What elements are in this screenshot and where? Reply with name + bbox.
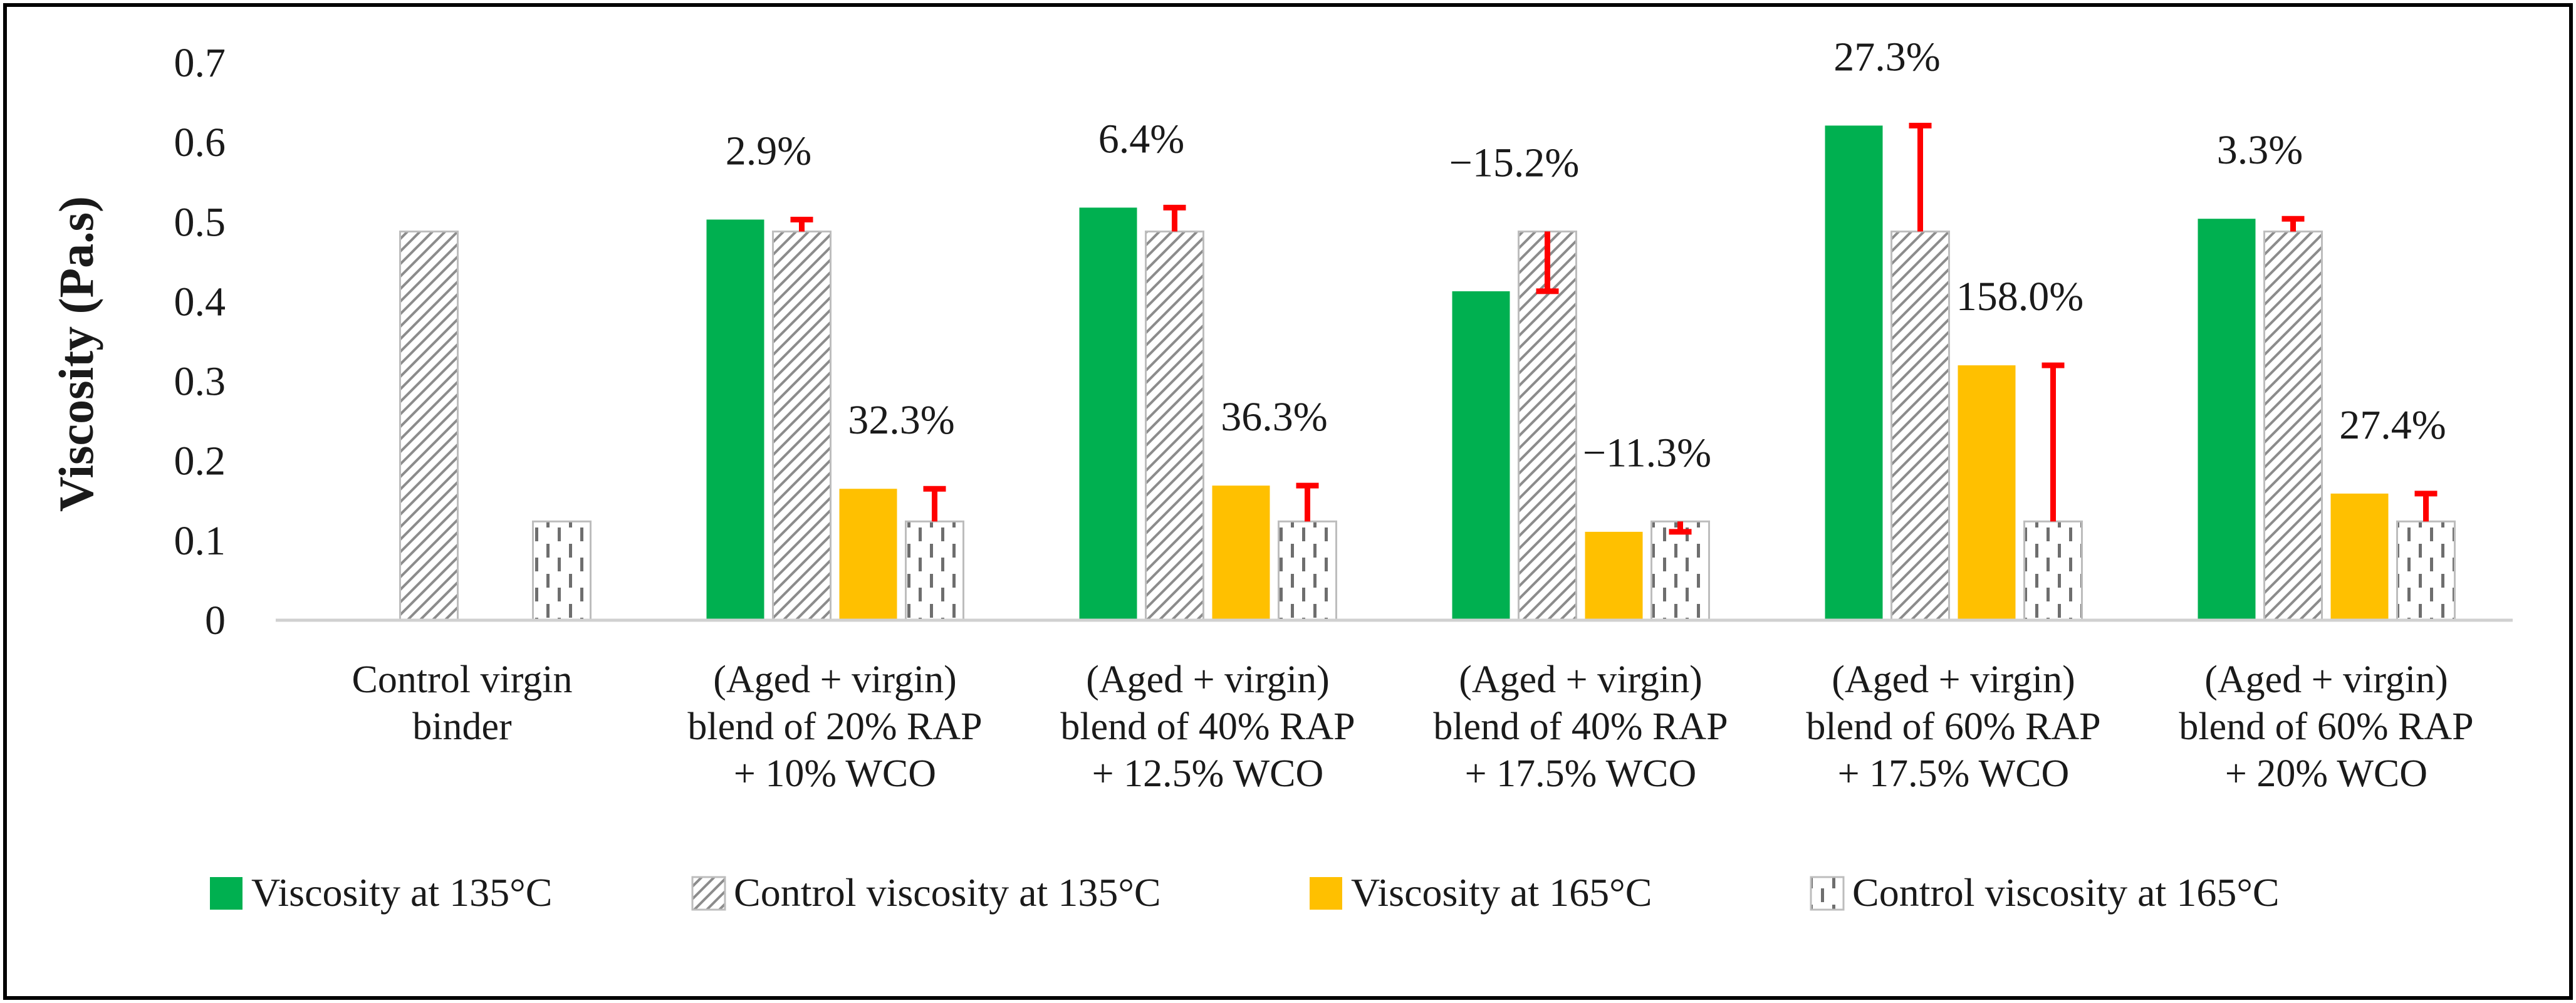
category-label-line: (Aged + virgin) [1459, 658, 1703, 701]
figure-border [3, 3, 2573, 1000]
bars-group [399, 125, 2456, 621]
change-bars-group [790, 122, 2438, 535]
category-label-line: blend of 60% RAP [2179, 705, 2473, 748]
bar-control-165 [905, 520, 964, 621]
category-label-line: (Aged + virgin) [1832, 658, 2075, 701]
legend-swatch [210, 877, 242, 910]
y-tick-label: 0.1 [174, 518, 226, 564]
bar-viscosity-165 [2330, 493, 2389, 620]
annotation-165: −11.3% [1583, 430, 1711, 476]
bar-control-135 [1890, 231, 1950, 621]
legend-label: Viscosity at 135°C [251, 870, 552, 915]
bar-viscosity-135 [706, 219, 764, 620]
annotation-135: 27.3% [1833, 34, 1940, 80]
category-label-line: + 20% WCO [2225, 752, 2427, 795]
bar-viscosity-135 [2198, 219, 2256, 620]
annotation-135: 6.4% [1098, 116, 1184, 162]
y-axis-title: Viscosity (Pa.s) [49, 196, 103, 512]
y-tick-label: 0.3 [174, 359, 226, 405]
category-label-line: blend of 60% RAP [1806, 705, 2100, 748]
bar-control-135 [2263, 231, 2323, 621]
legend-label: Viscosity at 165°C [1351, 870, 1652, 915]
category-label-line: (Aged + virgin) [1086, 658, 1330, 701]
y-tick-label: 0.5 [174, 199, 226, 245]
y-axis-ticks: 0 0.1 0.2 0.3 0.4 0.5 0.6 0.7 [174, 40, 226, 643]
annotation-135: −15.2% [1449, 140, 1580, 186]
annotation-135: 3.3% [2217, 127, 2303, 173]
bar-control-165 [2396, 520, 2456, 621]
y-tick-label: 0 [205, 598, 226, 643]
category-label-line: binder [412, 705, 512, 748]
category-label-line: blend of 40% RAP [1060, 705, 1355, 748]
category-label-line: (Aged + virgin) [713, 658, 957, 701]
bar-viscosity-165 [839, 489, 897, 620]
bar-viscosity-165 [1212, 486, 1270, 620]
category-label-line: + 17.5% WCO [1838, 752, 2070, 795]
annotation-165: 158.0% [1956, 274, 2083, 320]
y-tick-label: 0.4 [174, 279, 226, 325]
legend-swatch [1310, 877, 1342, 910]
bar-viscosity-135 [1825, 125, 1883, 620]
legend-swatch [691, 876, 726, 911]
category-label-line: blend of 40% RAP [1433, 705, 1728, 748]
bar-control-165 [2023, 520, 2083, 621]
annotation-165: 27.4% [2339, 402, 2446, 448]
bar-viscosity-165 [1958, 365, 2016, 620]
legend: Viscosity at 135°C Control viscosity at 1… [210, 870, 2280, 915]
annotation-165: 36.3% [1221, 394, 1327, 440]
y-tick-label: 0.6 [174, 120, 226, 165]
category-label-line: (Aged + virgin) [2204, 658, 2448, 701]
category-label-line: + 17.5% WCO [1465, 752, 1697, 795]
legend-swatch [1810, 876, 1845, 911]
bar-control-135 [772, 231, 832, 621]
percent-annotations: 2.9% 6.4% −15.2% 27.3% 3.3% 32.3% 36.3% −11.3% 1… [726, 34, 2446, 476]
bar-viscosity-135 [1079, 207, 1137, 620]
category-label-line: + 10% WCO [734, 752, 936, 795]
bar-viscosity-165 [1585, 531, 1643, 620]
bar-control-165 [532, 520, 592, 621]
annotation-135: 2.9% [726, 128, 811, 174]
bar-control-135 [399, 231, 459, 621]
y-tick-label: 0.2 [174, 439, 226, 484]
legend-label: Control viscosity at 135°C [734, 870, 1161, 915]
bar-viscosity-135 [1452, 291, 1510, 620]
annotation-165: 32.3% [848, 397, 954, 443]
category-label-line: Control virgin [352, 658, 573, 701]
legend-label: Control viscosity at 165°C [1852, 870, 2280, 915]
bar-control-165 [1650, 520, 1710, 621]
bar-control-135 [1145, 231, 1204, 621]
category-label-line: blend of 20% RAP [687, 705, 982, 748]
category-label-line: + 12.5% WCO [1092, 752, 1324, 795]
y-tick-label: 0.7 [174, 40, 226, 86]
bar-control-165 [1278, 520, 1337, 621]
